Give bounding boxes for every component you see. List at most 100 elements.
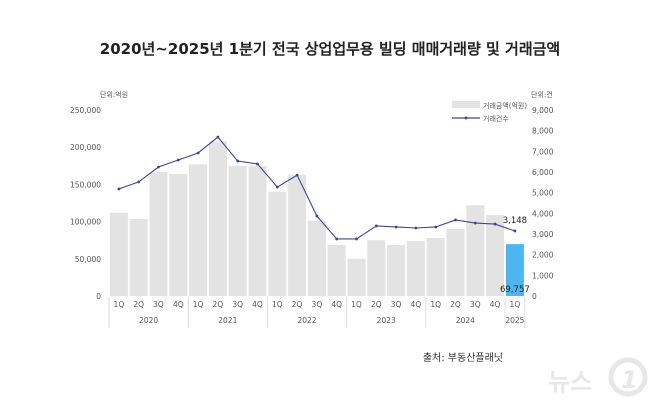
x-tick-label: 1Q	[114, 300, 125, 309]
right-axis-tick-label: 5,000	[532, 189, 554, 198]
line-point	[315, 214, 319, 218]
x-tick-label: 1Q	[510, 300, 521, 309]
right-axis-tick-label: 4,000	[532, 209, 554, 218]
last-point-data-label: 3,148	[503, 216, 527, 226]
left-axis-tick-label: 100,000	[70, 218, 101, 227]
watermark-circle	[608, 357, 648, 397]
watermark-text: 뉴스	[548, 368, 592, 396]
bar	[347, 258, 366, 296]
x-tick-label: 4Q	[252, 300, 263, 309]
line-point	[335, 237, 339, 241]
x-tick-label: 3Q	[312, 300, 323, 309]
bar	[268, 191, 287, 296]
right-axis-tick-label: 1,000	[532, 271, 554, 280]
bar	[446, 229, 465, 296]
x-tick-label: 4Q	[490, 300, 501, 309]
line-point	[473, 221, 477, 225]
line-point	[157, 165, 160, 169]
right-axis-tick-label: 3,000	[532, 230, 554, 239]
left-unit-label: 단위:억원	[100, 90, 128, 99]
line-point	[236, 159, 240, 163]
year-label: 2022	[297, 316, 316, 325]
line-point	[493, 222, 497, 226]
left-axis-tick-label: 200,000	[70, 143, 101, 152]
right-axis-tick-label: 8,000	[532, 127, 554, 136]
x-tick-label: 4Q	[173, 300, 184, 309]
line-point	[414, 226, 418, 230]
right-axis-tick-label: 6,000	[532, 168, 554, 177]
line-point	[355, 237, 358, 241]
right-axis-tick-label: 0	[532, 292, 537, 301]
year-label: 2025	[505, 316, 524, 325]
legend-bar-label: 거래금액(억원)	[483, 101, 527, 110]
bar	[228, 165, 247, 296]
bar	[129, 218, 148, 296]
bar	[307, 220, 326, 296]
x-tick-label: 3Q	[232, 300, 243, 309]
last-bar-data-label: 69,757	[500, 285, 530, 295]
year-label: 2021	[218, 316, 237, 325]
bar	[406, 240, 425, 296]
bar	[327, 245, 346, 296]
bar	[367, 240, 386, 296]
x-tick-label: 3Q	[391, 300, 402, 309]
x-tick-label: 1Q	[272, 300, 283, 309]
x-tick-label: 2Q	[371, 300, 382, 309]
bar	[288, 174, 307, 296]
x-tick-label: 1Q	[430, 300, 441, 309]
bar	[426, 237, 445, 296]
bar	[387, 245, 406, 296]
bar	[149, 172, 168, 296]
line-point	[137, 180, 141, 184]
left-axis-tick-label: 250,000	[70, 106, 101, 115]
line-point	[394, 225, 398, 229]
bar	[109, 212, 128, 296]
bar	[248, 165, 267, 296]
line-point	[275, 185, 279, 189]
line-point	[216, 135, 220, 139]
bar	[486, 214, 505, 296]
line-point	[295, 173, 299, 177]
bar	[189, 164, 208, 296]
legend-bar-swatch	[452, 101, 480, 108]
year-label: 2023	[377, 316, 396, 325]
source-note: 출처: 부동산플래닛	[423, 352, 503, 364]
line-point	[176, 158, 180, 162]
x-tick-label: 3Q	[470, 300, 481, 309]
legend: 거래금액(억원) 거래건수	[452, 101, 527, 123]
x-tick-label: 1Q	[193, 300, 204, 309]
right-axis-tick-label: 9,000	[532, 106, 554, 115]
left-axis-tick-label: 150,000	[70, 180, 101, 189]
x-tick-label: 2Q	[292, 300, 303, 309]
x-tick-label: 4Q	[411, 300, 422, 309]
left-axis-tick-label: 50,000	[75, 255, 101, 264]
line-point	[434, 225, 438, 229]
year-label: 2024	[456, 316, 475, 325]
bar	[169, 173, 188, 296]
right-axis-tick-label: 2,000	[532, 251, 554, 260]
x-tick-label: 3Q	[153, 300, 164, 309]
line-point	[196, 151, 200, 155]
line-point	[374, 224, 378, 228]
right-unit-label: 단위:건	[531, 90, 553, 99]
bar	[466, 205, 485, 296]
x-tick-label: 2Q	[213, 300, 224, 309]
x-tick-label: 2Q	[133, 300, 144, 309]
bar	[505, 244, 524, 296]
bar	[208, 141, 227, 296]
legend-line-label: 거래건수	[483, 114, 509, 123]
watermark-logo: 뉴스 1	[548, 357, 648, 397]
line-point	[454, 218, 457, 222]
line-point	[513, 229, 517, 233]
line-point	[256, 162, 259, 166]
x-tick-label: 1Q	[351, 300, 362, 309]
year-label: 2020	[139, 316, 158, 325]
legend-line-marker	[464, 116, 468, 120]
svg-text:1: 1	[621, 366, 638, 394]
right-axis-tick-label: 7,000	[532, 147, 554, 156]
x-tick-label: 2Q	[450, 300, 461, 309]
left-axis-tick-label: 0	[96, 292, 101, 301]
chart-title: 2020년~2025년 1분기 전국 상업업무용 빌딩 매매거래량 및 거래금액	[100, 40, 560, 58]
